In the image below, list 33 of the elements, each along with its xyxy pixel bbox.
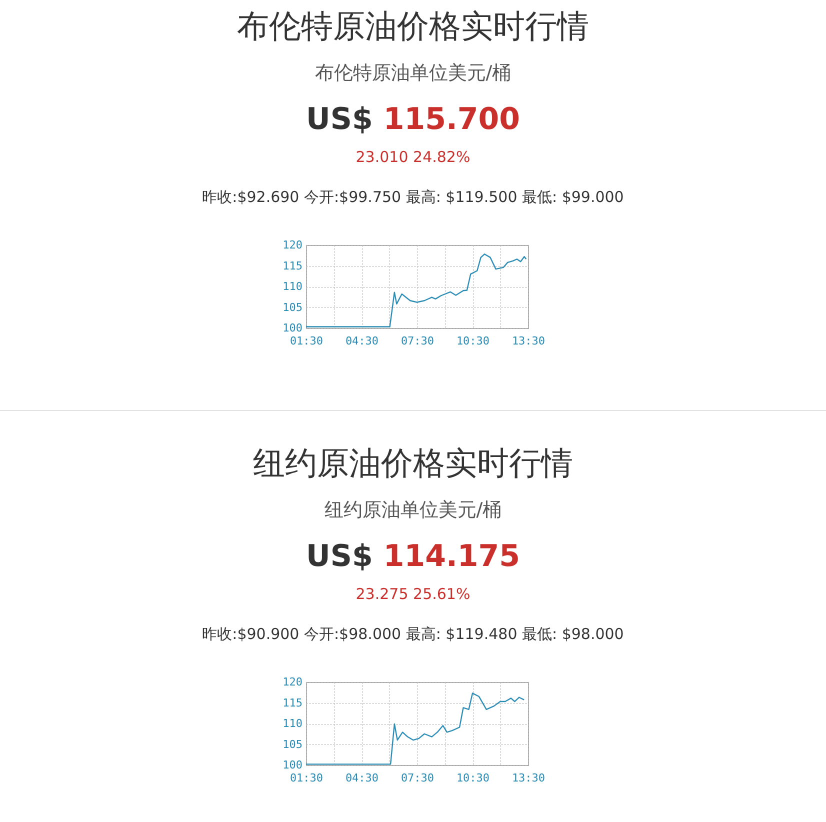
x-tick-label: 07:30 — [400, 334, 434, 348]
y-tick-label: 110 — [282, 280, 302, 293]
chart-title: 纽约原油价格实时行情 — [252, 443, 574, 483]
x-tick-label: 10:30 — [456, 334, 490, 348]
x-tick-label: 13:30 — [511, 334, 545, 348]
text: 昨收:$92.690 今开:$99.750 最高: $119.500 最低: $99.000 — [201, 188, 625, 207]
y-tick-label: 110 — [282, 717, 302, 730]
y-tick-label: 105 — [282, 738, 302, 751]
text: 昨收:$90.900 今开:$98.000 最高: $119.480 最低: $98.000 — [201, 625, 625, 644]
x-tick-label: 07:30 — [400, 772, 434, 784]
x-tick-label: 04:30 — [344, 772, 378, 784]
x-tick-label: 13:30 — [511, 772, 545, 784]
y-tick-label: 120 — [282, 238, 302, 252]
chart-subtitle: 布伦特原油单位美元/桶 — [314, 61, 512, 86]
text: 115.700 — [383, 102, 520, 137]
text: 23.275 25.61% — [354, 585, 472, 603]
y-tick-label: 115 — [282, 259, 302, 272]
x-tick-label: 01:30 — [289, 772, 323, 784]
y-tick-label: 120 — [282, 676, 302, 688]
chart-title: 布伦特原油价格实时行情 — [236, 6, 590, 46]
line-series — [306, 692, 524, 765]
x-tick-label: 10:30 — [456, 772, 490, 784]
x-tick-label: 01:30 — [289, 334, 323, 348]
y-tick-label: 105 — [282, 300, 302, 314]
text: US$ — [306, 539, 373, 574]
x-tick-label: 04:30 — [344, 334, 378, 348]
y-tick-label: 100 — [282, 758, 302, 772]
y-tick-label: 115 — [282, 696, 302, 710]
chart-subtitle: 纽约原油单位美元/桶 — [323, 498, 503, 523]
y-tick-label: 100 — [282, 322, 302, 334]
text: US$ — [306, 102, 373, 137]
text: 114.175 — [383, 539, 520, 574]
text: 23.010 24.82% — [354, 148, 472, 166]
